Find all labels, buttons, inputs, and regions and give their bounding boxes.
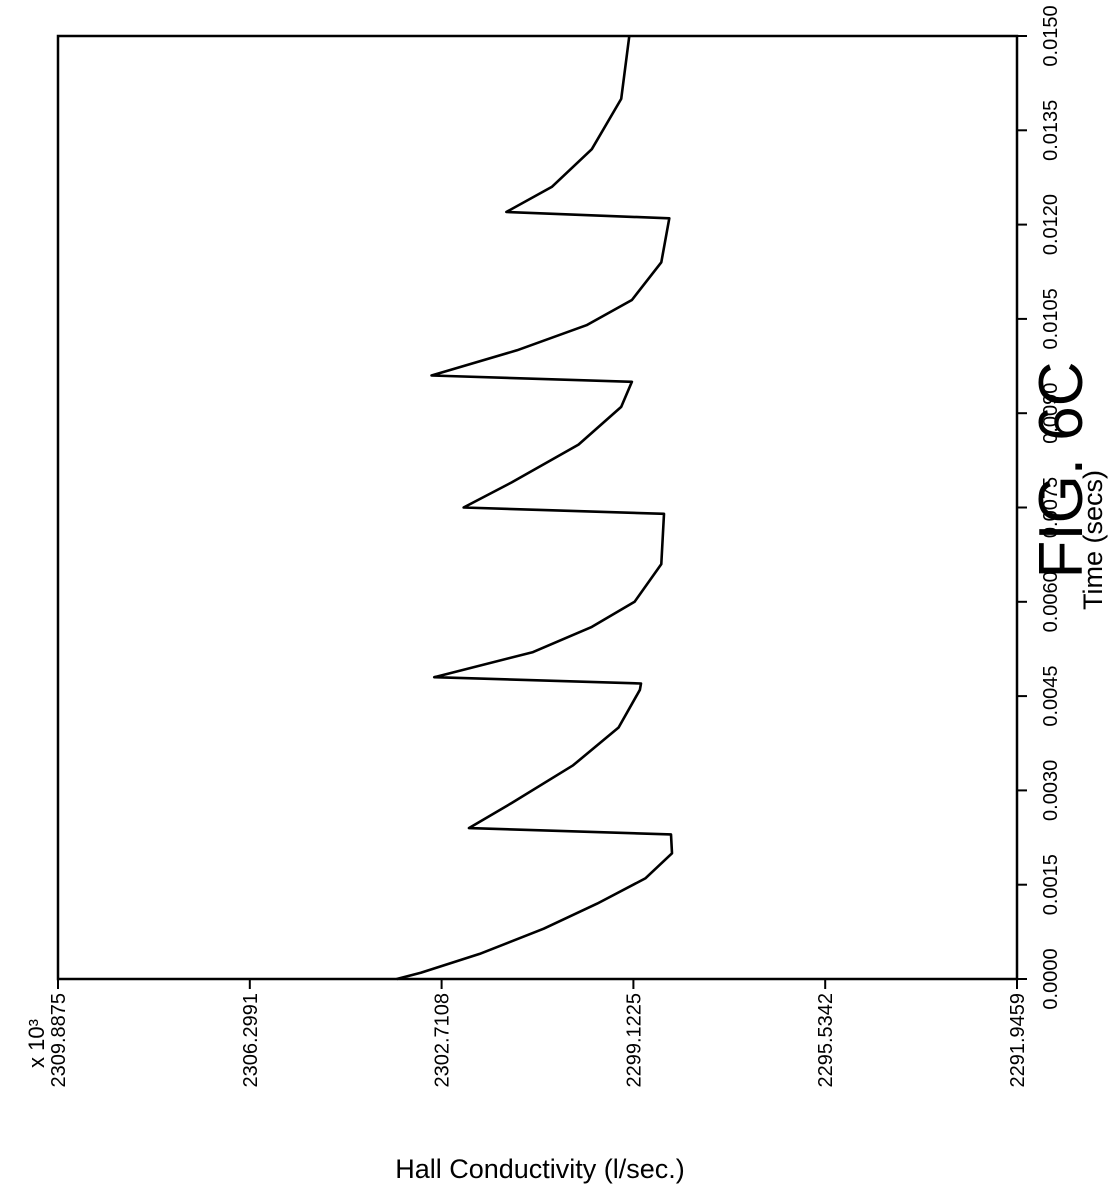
x-tick-label: 0.0120: [1040, 194, 1062, 255]
x-tick-label: 0.0015: [1040, 854, 1062, 915]
y-tick-label: 2302.7108: [432, 993, 454, 1088]
y-tick-label: 2306.2991: [240, 993, 262, 1088]
x-tick-label: 0.0075: [1040, 477, 1062, 538]
x-tick-label: 0.0030: [1040, 760, 1062, 821]
x-axis-title: Time (secs): [1078, 470, 1108, 610]
x-tick-label: 0.0135: [1040, 100, 1062, 161]
figure-title: FIG. 6C: [1027, 361, 1096, 578]
y-ticks: 2309.8875 2306.2991 2302.7108 2299.1225 2295…: [48, 979, 1029, 1088]
y-multiplier-label: x 10³: [24, 1019, 49, 1068]
y-tick-label: 2299.1225: [623, 993, 645, 1088]
x-tick-label: 0.0000: [1040, 948, 1062, 1009]
x-tick-label: 0.0060: [1040, 571, 1062, 632]
x-tick-label: 0.0045: [1040, 666, 1062, 727]
y-axis-title: Hall Conductivity (l/sec.): [395, 1154, 685, 1184]
y-tick-label: 2295.5342: [815, 993, 837, 1088]
y-tick-label: 2309.8875: [48, 993, 70, 1088]
plot-frame: [56, 34, 1019, 981]
y-tick-label: 2291.9459: [1007, 993, 1029, 1088]
x-tick-label: 0.0105: [1040, 288, 1062, 349]
x-ticks: 0.0000 0.0015 0.0030 0.0045 0.0060 0.0075 0.00…: [1017, 5, 1062, 1010]
x-tick-label: 0.0150: [1040, 5, 1062, 66]
series-line: [396, 35, 674, 981]
x-tick-label: 0.0090: [1040, 383, 1062, 444]
